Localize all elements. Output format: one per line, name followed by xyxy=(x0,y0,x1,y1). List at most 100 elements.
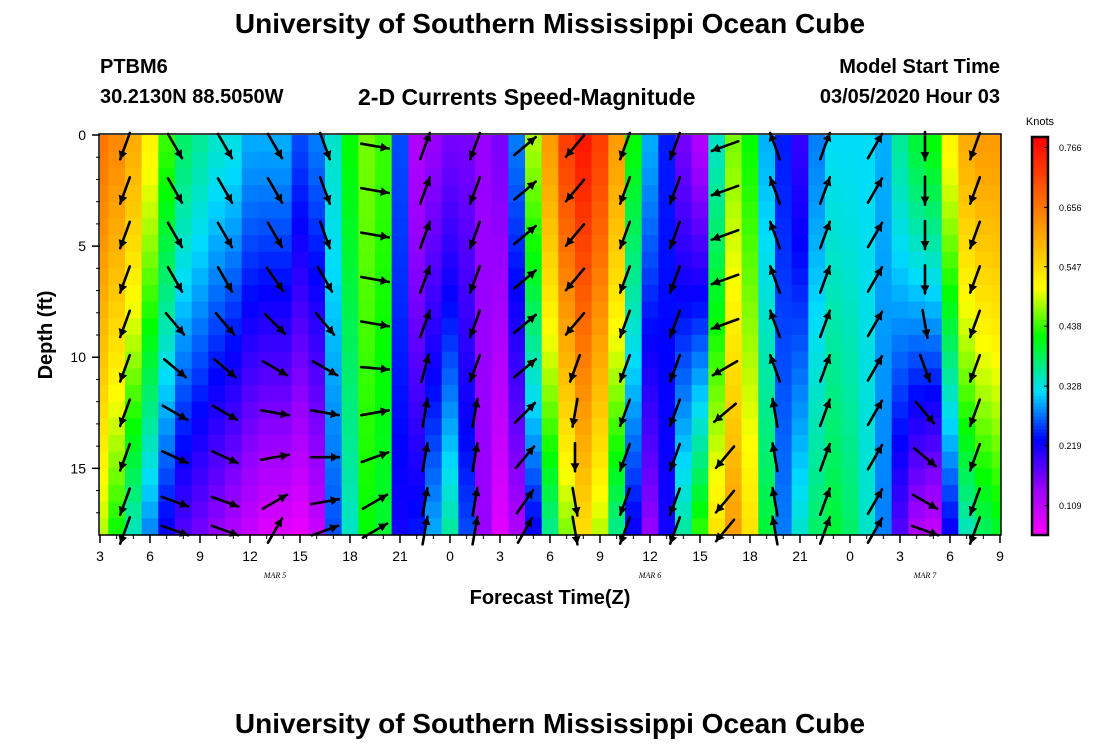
current-vector xyxy=(166,132,184,160)
heatmap-cell xyxy=(675,518,693,536)
heatmap-cell xyxy=(575,185,593,203)
heatmap-cell xyxy=(625,185,643,203)
heatmap-cell xyxy=(141,351,159,369)
current-vector xyxy=(468,220,482,250)
vector-head xyxy=(711,143,721,153)
heatmap-cell xyxy=(941,301,959,319)
heatmap-cell xyxy=(441,335,459,353)
current-vector xyxy=(512,313,538,335)
current-vector xyxy=(711,359,739,377)
heatmap-cell xyxy=(291,285,309,303)
heatmap-cell xyxy=(691,518,709,536)
heatmap-cell xyxy=(525,285,543,303)
current-vector xyxy=(118,220,132,250)
heatmap-cell xyxy=(158,385,176,403)
heatmap-cell xyxy=(575,485,593,503)
vector-head xyxy=(566,236,575,246)
heatmap-cell xyxy=(458,501,476,519)
heatmap-cell xyxy=(408,135,426,153)
vector-head xyxy=(229,499,239,508)
heatmap-cell xyxy=(808,251,826,269)
heatmap-cell xyxy=(625,518,643,536)
heatmap-cell xyxy=(208,368,226,386)
x-tick-label: 12 xyxy=(242,548,258,564)
heatmap-cell xyxy=(408,168,426,186)
heatmap-cell xyxy=(491,351,509,369)
colorbar-segment xyxy=(1032,372,1048,377)
heatmap-cell xyxy=(341,335,359,353)
heatmap-cell xyxy=(175,201,193,219)
heatmap-cell xyxy=(341,418,359,436)
vector-head xyxy=(274,237,282,248)
heatmap-cell xyxy=(158,218,176,236)
heatmap-cell xyxy=(925,218,943,236)
heatmap-cell xyxy=(575,501,593,519)
heatmap-cell xyxy=(741,435,759,453)
heatmap-cell xyxy=(758,501,776,519)
heatmap-cell xyxy=(958,268,976,286)
heatmap-cell xyxy=(991,185,1001,203)
current-vector xyxy=(571,515,581,546)
heatmap-cell xyxy=(941,468,959,486)
vector-head xyxy=(568,372,578,382)
vector-head xyxy=(118,194,128,204)
heatmap-cell xyxy=(791,285,809,303)
colorbar-segment xyxy=(1032,525,1048,529)
vector-head xyxy=(224,237,232,248)
colorbar-segment xyxy=(1032,229,1048,234)
heatmap-cell xyxy=(575,251,593,269)
heatmap-cell xyxy=(975,318,993,336)
vector-head xyxy=(377,494,388,503)
vector-head xyxy=(822,133,832,142)
x-tick-label: 9 xyxy=(996,548,1004,564)
heatmap-cell xyxy=(591,318,609,336)
heatmap-cell xyxy=(341,218,359,236)
model-start-label: Model Start Time xyxy=(839,56,1000,78)
heatmap-cell xyxy=(541,418,559,436)
heatmap-cell xyxy=(100,301,109,319)
heatmap-cell xyxy=(100,401,109,419)
heatmap-cell xyxy=(491,268,509,286)
current-vector xyxy=(714,489,736,514)
vector-head xyxy=(175,325,184,335)
heatmap-cell xyxy=(541,151,559,169)
current-vector xyxy=(818,220,832,250)
heatmap-cell xyxy=(508,218,526,236)
heatmap-cell xyxy=(100,518,109,536)
colorbar-segment xyxy=(1032,501,1048,506)
heatmap-cell xyxy=(991,385,1001,403)
heatmap-cell xyxy=(375,385,393,403)
heatmap-cell xyxy=(991,518,1001,536)
heatmap-cell xyxy=(208,151,226,169)
heatmap-cell xyxy=(100,185,109,203)
heatmap-cell xyxy=(725,335,743,353)
heatmap-cell xyxy=(491,335,509,353)
heatmap-cell xyxy=(775,301,793,319)
current-vector xyxy=(214,311,236,336)
heatmap-cell xyxy=(241,401,259,419)
vector-head xyxy=(968,505,978,515)
current-vector xyxy=(512,269,538,290)
heatmap-cell xyxy=(275,418,293,436)
heatmap-cell xyxy=(925,185,943,203)
heatmap-cell xyxy=(225,435,243,453)
heatmap-cell xyxy=(425,335,443,353)
colorbar-segment xyxy=(1032,336,1048,340)
heatmap-cell xyxy=(408,268,426,286)
vector-head xyxy=(618,150,628,160)
heatmap-cell xyxy=(275,218,293,236)
heatmap-cell xyxy=(641,235,659,253)
heatmap-cell xyxy=(358,201,376,219)
current-vector xyxy=(918,353,932,383)
vector-head xyxy=(874,518,882,528)
heatmap-cell xyxy=(875,368,893,386)
heatmap-cell xyxy=(275,235,293,253)
heatmap-cell xyxy=(941,218,959,236)
heatmap-cell xyxy=(291,485,309,503)
current-vector xyxy=(769,397,779,428)
heatmap-cell xyxy=(575,451,593,469)
heatmap-cell xyxy=(708,385,726,403)
heatmap-cell xyxy=(291,451,309,469)
current-vector xyxy=(311,359,339,377)
heatmap-cell xyxy=(100,418,109,436)
